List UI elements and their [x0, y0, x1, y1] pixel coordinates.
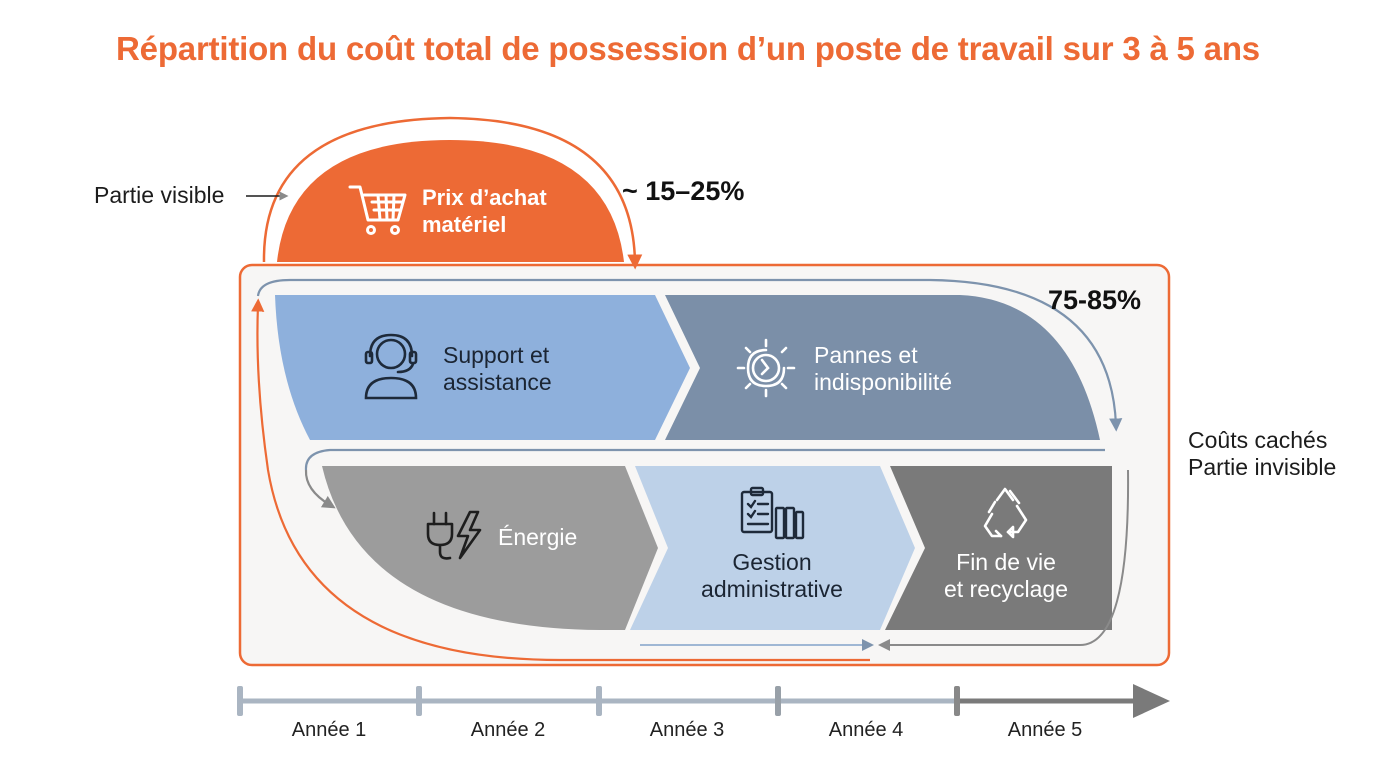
- energie-segment: [322, 466, 658, 630]
- pannes-line1: Pannes et: [814, 342, 918, 368]
- timeline-ticks: [237, 686, 960, 716]
- visible-arc-arrow: [262, 116, 643, 270]
- purchase-price-line1: Prix d’achat: [422, 185, 547, 210]
- visible-cost-dome: [277, 140, 624, 262]
- purchase-price-label: Prix d’achat matériel: [422, 184, 547, 238]
- row-return-arrow: [304, 448, 1105, 471]
- support-label: Support et assistance: [443, 342, 552, 396]
- energie-feed-arrow: [304, 469, 336, 509]
- timeline-year-1: Année 1: [291, 719, 367, 741]
- plug-lightning-icon: [426, 510, 482, 560]
- support-line1: Support et: [443, 342, 550, 368]
- shopping-cart-icon: [348, 185, 407, 235]
- gestion-segment: [630, 466, 915, 630]
- broken-gear-icon: [736, 338, 796, 398]
- support-segment: [275, 295, 690, 440]
- pannes-segment: [665, 295, 1100, 440]
- timeline-year-3: Année 3: [649, 719, 725, 741]
- cycle-loop-top: [256, 278, 1123, 432]
- pannes-line2: indisponibilité: [814, 369, 953, 395]
- gestion-label: Gestion administrative: [692, 549, 852, 603]
- visible-percentage: ~ 15–25%: [622, 176, 745, 206]
- timeline-year-2: Année 2: [470, 719, 546, 741]
- page-title: Répartition du coût total de possession …: [116, 30, 1260, 67]
- purchase-price-line2: matériel: [422, 212, 507, 237]
- recyclage-line1: Fin de vie: [956, 549, 1056, 575]
- support-line2: assistance: [443, 369, 552, 395]
- clipboard-binders-icon: [740, 486, 805, 540]
- recyclage-segment: [885, 466, 1112, 630]
- hidden-percentage: 75-85%: [1048, 285, 1142, 315]
- timeline-year-4: Année 4: [828, 719, 904, 741]
- timeline-arrowhead: [1133, 684, 1170, 718]
- gestion-line2: administrative: [701, 576, 843, 602]
- pannes-label: Pannes et indisponibilité: [814, 342, 952, 396]
- recyclage-return-arrow: [878, 469, 1130, 651]
- hidden-costs-line1: Coûts cachés: [1188, 427, 1328, 453]
- recyclage-label: Fin de vie et recyclage: [932, 549, 1080, 603]
- visible-part-label: Partie visible: [94, 182, 225, 208]
- recyclage-line2: et recyclage: [943, 576, 1068, 602]
- hidden-costs-label: Coûts cachés Partie invisible: [1188, 427, 1336, 481]
- hidden-costs-line2: Partie invisible: [1188, 454, 1337, 480]
- energie-label: Énergie: [498, 524, 578, 550]
- gestion-line1: Gestion: [732, 549, 812, 575]
- recycle-icon: [983, 487, 1028, 539]
- headset-user-icon: [364, 333, 418, 400]
- timeline-year-5: Année 5: [1007, 719, 1083, 741]
- cycle-loop-orange: [251, 298, 870, 662]
